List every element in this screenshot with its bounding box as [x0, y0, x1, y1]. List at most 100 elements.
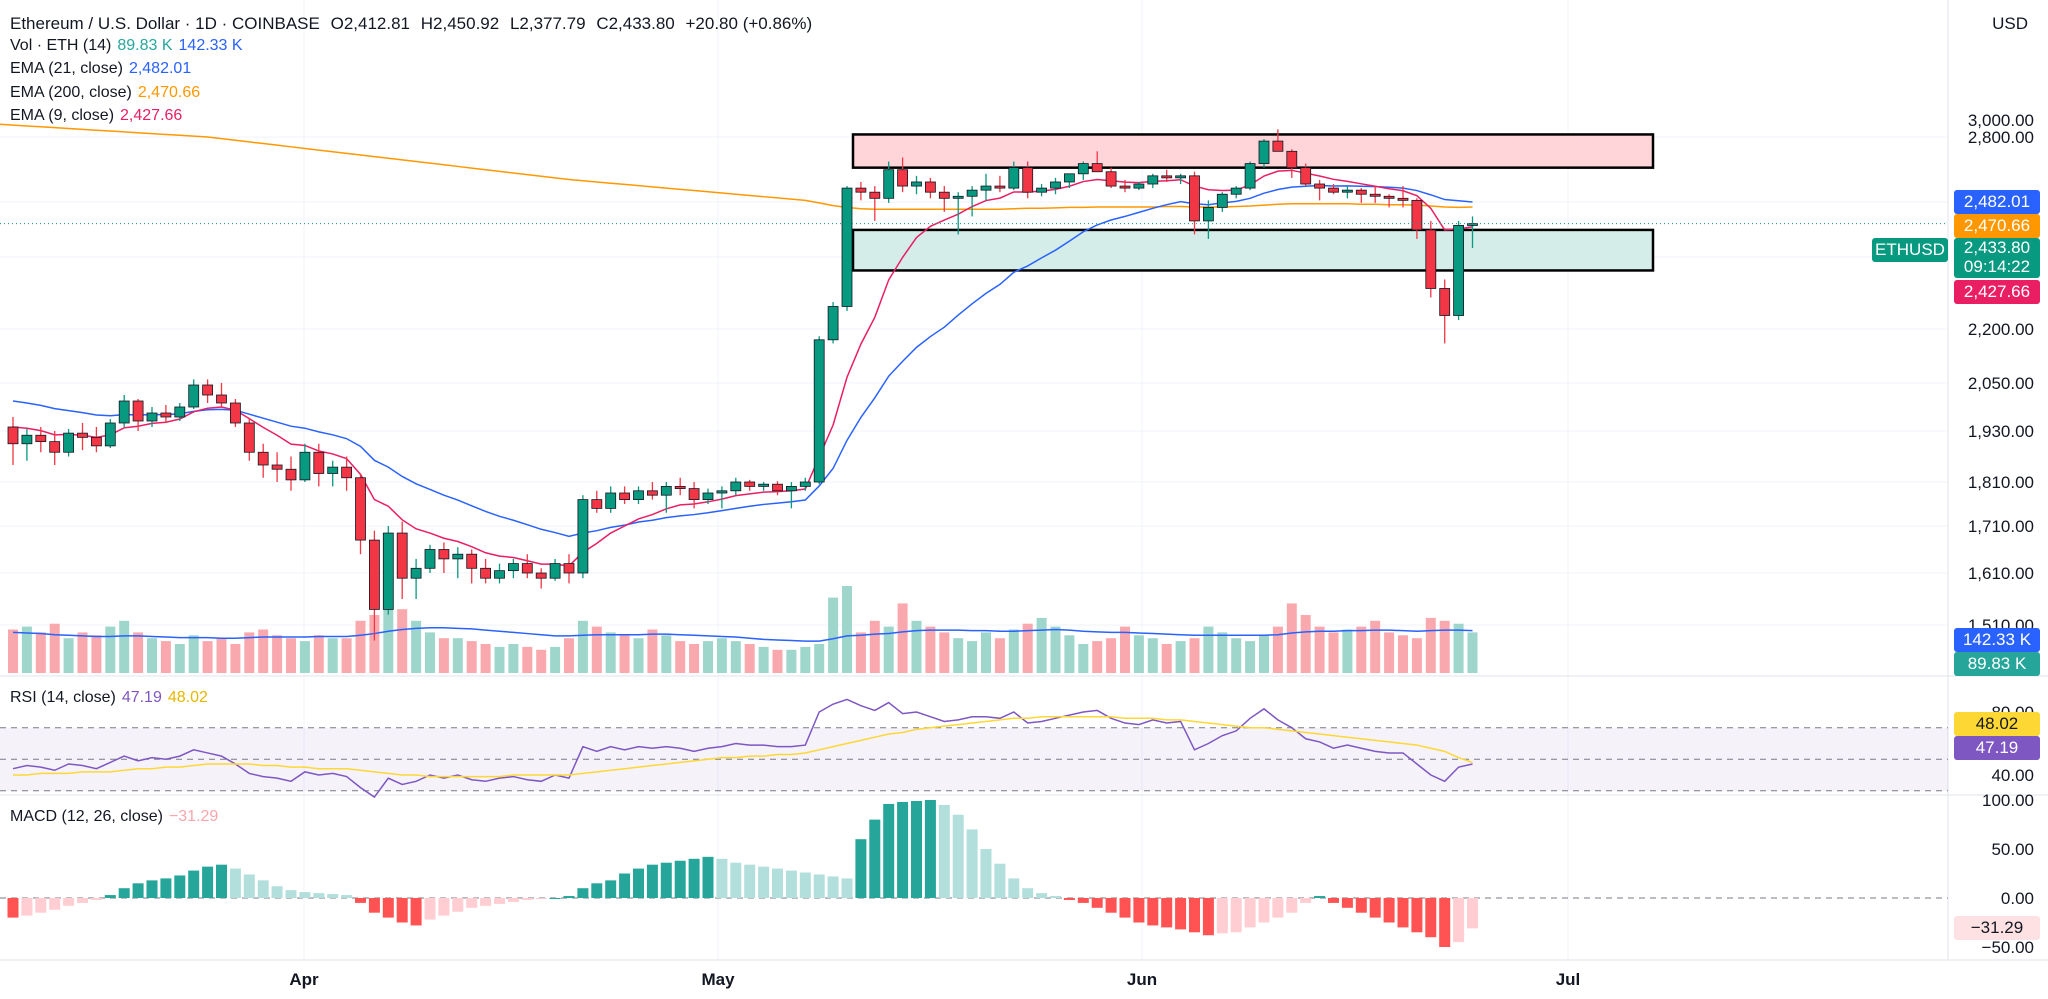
candle-body [869, 191, 881, 199]
candle-body [549, 563, 561, 579]
candle-body [202, 384, 214, 396]
candle-body [1161, 175, 1173, 179]
macd-histogram-bar [1189, 898, 1200, 933]
volume-bar [1411, 638, 1422, 673]
macd-histogram-bar [382, 898, 394, 918]
volume-legend-value: 89.83 K [117, 37, 173, 54]
macd-histogram-bar [730, 862, 742, 898]
volume-ma-legend-value: 142.33 K [178, 37, 243, 54]
macd-histogram-bar [7, 898, 19, 918]
candle-body [1022, 167, 1034, 193]
candle-body [382, 532, 394, 610]
macd-legend[interactable]: MACD (12, 26, close) −31.29 [10, 808, 224, 826]
candle-body [243, 422, 255, 453]
candle-body [160, 412, 172, 418]
macd-histogram-bar [118, 888, 130, 898]
candle-body [1230, 187, 1242, 195]
price-axis-label: 1,810.00 [1968, 473, 2034, 492]
macd-histogram-bar [1467, 898, 1478, 929]
macd-histogram-bar [1314, 896, 1326, 898]
volume-bar [1106, 638, 1117, 673]
candle-body [35, 434, 47, 443]
macd-histogram-bar [146, 880, 158, 898]
ema9-price-tag: 2,427.66 [1954, 280, 2040, 304]
currency-label[interactable]: USD [1992, 14, 2028, 33]
macd-histogram-bar [1133, 898, 1145, 923]
rsi-legend-label: RSI (14, close) [10, 689, 116, 706]
macd-histogram-bar [1258, 898, 1270, 923]
macd-histogram-bar [1286, 898, 1298, 913]
macd-histogram-bar [1091, 898, 1103, 908]
volume-bar [828, 597, 839, 673]
macd-histogram-bar [313, 893, 325, 898]
rsi-ma-line [13, 715, 1473, 778]
macd-histogram-bar [1244, 898, 1256, 928]
candle-body [1300, 167, 1312, 185]
macd-axis-label: 100.00 [1982, 791, 2034, 810]
volume-bar [369, 615, 380, 673]
ema200-legend[interactable]: EMA (200, close) 2,470.66 [10, 84, 206, 102]
volume-bar [994, 638, 1005, 673]
candle-body [466, 553, 478, 569]
macd-histogram-bar [355, 898, 366, 903]
volume-bar [1342, 629, 1353, 673]
macd-histogram-bar [1425, 898, 1437, 938]
volume-legend[interactable]: Vol · ETH (14) 89.83 K 142.33 K [10, 37, 249, 55]
macd-histogram-bar [1105, 898, 1117, 913]
volume-bar [633, 638, 644, 673]
macd-histogram-bar [466, 898, 478, 908]
volume-bar [341, 638, 352, 673]
volume-bar [8, 629, 18, 673]
volume-bar [63, 638, 74, 673]
macd-histogram-bar [1202, 898, 1214, 936]
macd-histogram-bar [21, 898, 33, 916]
candle-body [507, 563, 519, 572]
macd-histogram-bar [1453, 898, 1465, 943]
candle-body [1091, 163, 1103, 173]
rsi-legend[interactable]: RSI (14, close) 47.19 48.02 [10, 689, 214, 707]
macd-histogram-bar [1383, 898, 1395, 923]
candle-body [1397, 197, 1409, 201]
macd-legend-value: −31.29 [168, 808, 219, 825]
macd-histogram-bar [1439, 898, 1451, 947]
candle-body [91, 436, 102, 447]
candle-body [786, 485, 797, 492]
macd-histogram-bar [924, 800, 936, 898]
macd-histogram-bar [702, 856, 714, 898]
ema9-legend[interactable]: EMA (9, close) 2,427.66 [10, 107, 188, 125]
volume-bar [1231, 638, 1242, 673]
candle-body [313, 451, 325, 474]
candle-body [188, 384, 200, 408]
candle-body [1383, 195, 1395, 199]
candle-body [688, 488, 700, 501]
candle-body [674, 485, 686, 489]
volume-bar [411, 620, 422, 673]
volume-bar [188, 635, 199, 673]
candle-body [1147, 175, 1159, 185]
candle-body [424, 549, 436, 569]
macd-histogram-bar [1341, 898, 1353, 908]
candle-body [1119, 185, 1131, 189]
macd-histogram-bar [132, 883, 144, 898]
candle-body [994, 185, 1006, 189]
macd-histogram-bar [1175, 898, 1187, 930]
macd-histogram-bar [494, 898, 505, 904]
symbol-title: Ethereum / U.S. Dollar · 1D · COINBASE [10, 14, 320, 33]
volume-bar [1259, 635, 1269, 673]
candle-body [1439, 288, 1451, 316]
volume-bar [174, 644, 185, 673]
macd-histogram-bar [1272, 898, 1284, 918]
candle-body [966, 189, 978, 197]
volume-bar [925, 626, 936, 673]
candle-body [132, 400, 144, 422]
ema9-legend-value: 2,427.66 [120, 107, 183, 124]
support-zone [851, 228, 1655, 272]
volume-bar [591, 626, 602, 673]
candle-body [368, 539, 380, 610]
volume-bar [244, 632, 255, 673]
symbol-header: Ethereum / U.S. Dollar · 1D · COINBASE O… [10, 14, 818, 34]
volume-bar [1050, 626, 1061, 673]
ema21-legend[interactable]: EMA (21, close) 2,482.01 [10, 60, 197, 78]
macd-histogram-bar [646, 864, 658, 898]
